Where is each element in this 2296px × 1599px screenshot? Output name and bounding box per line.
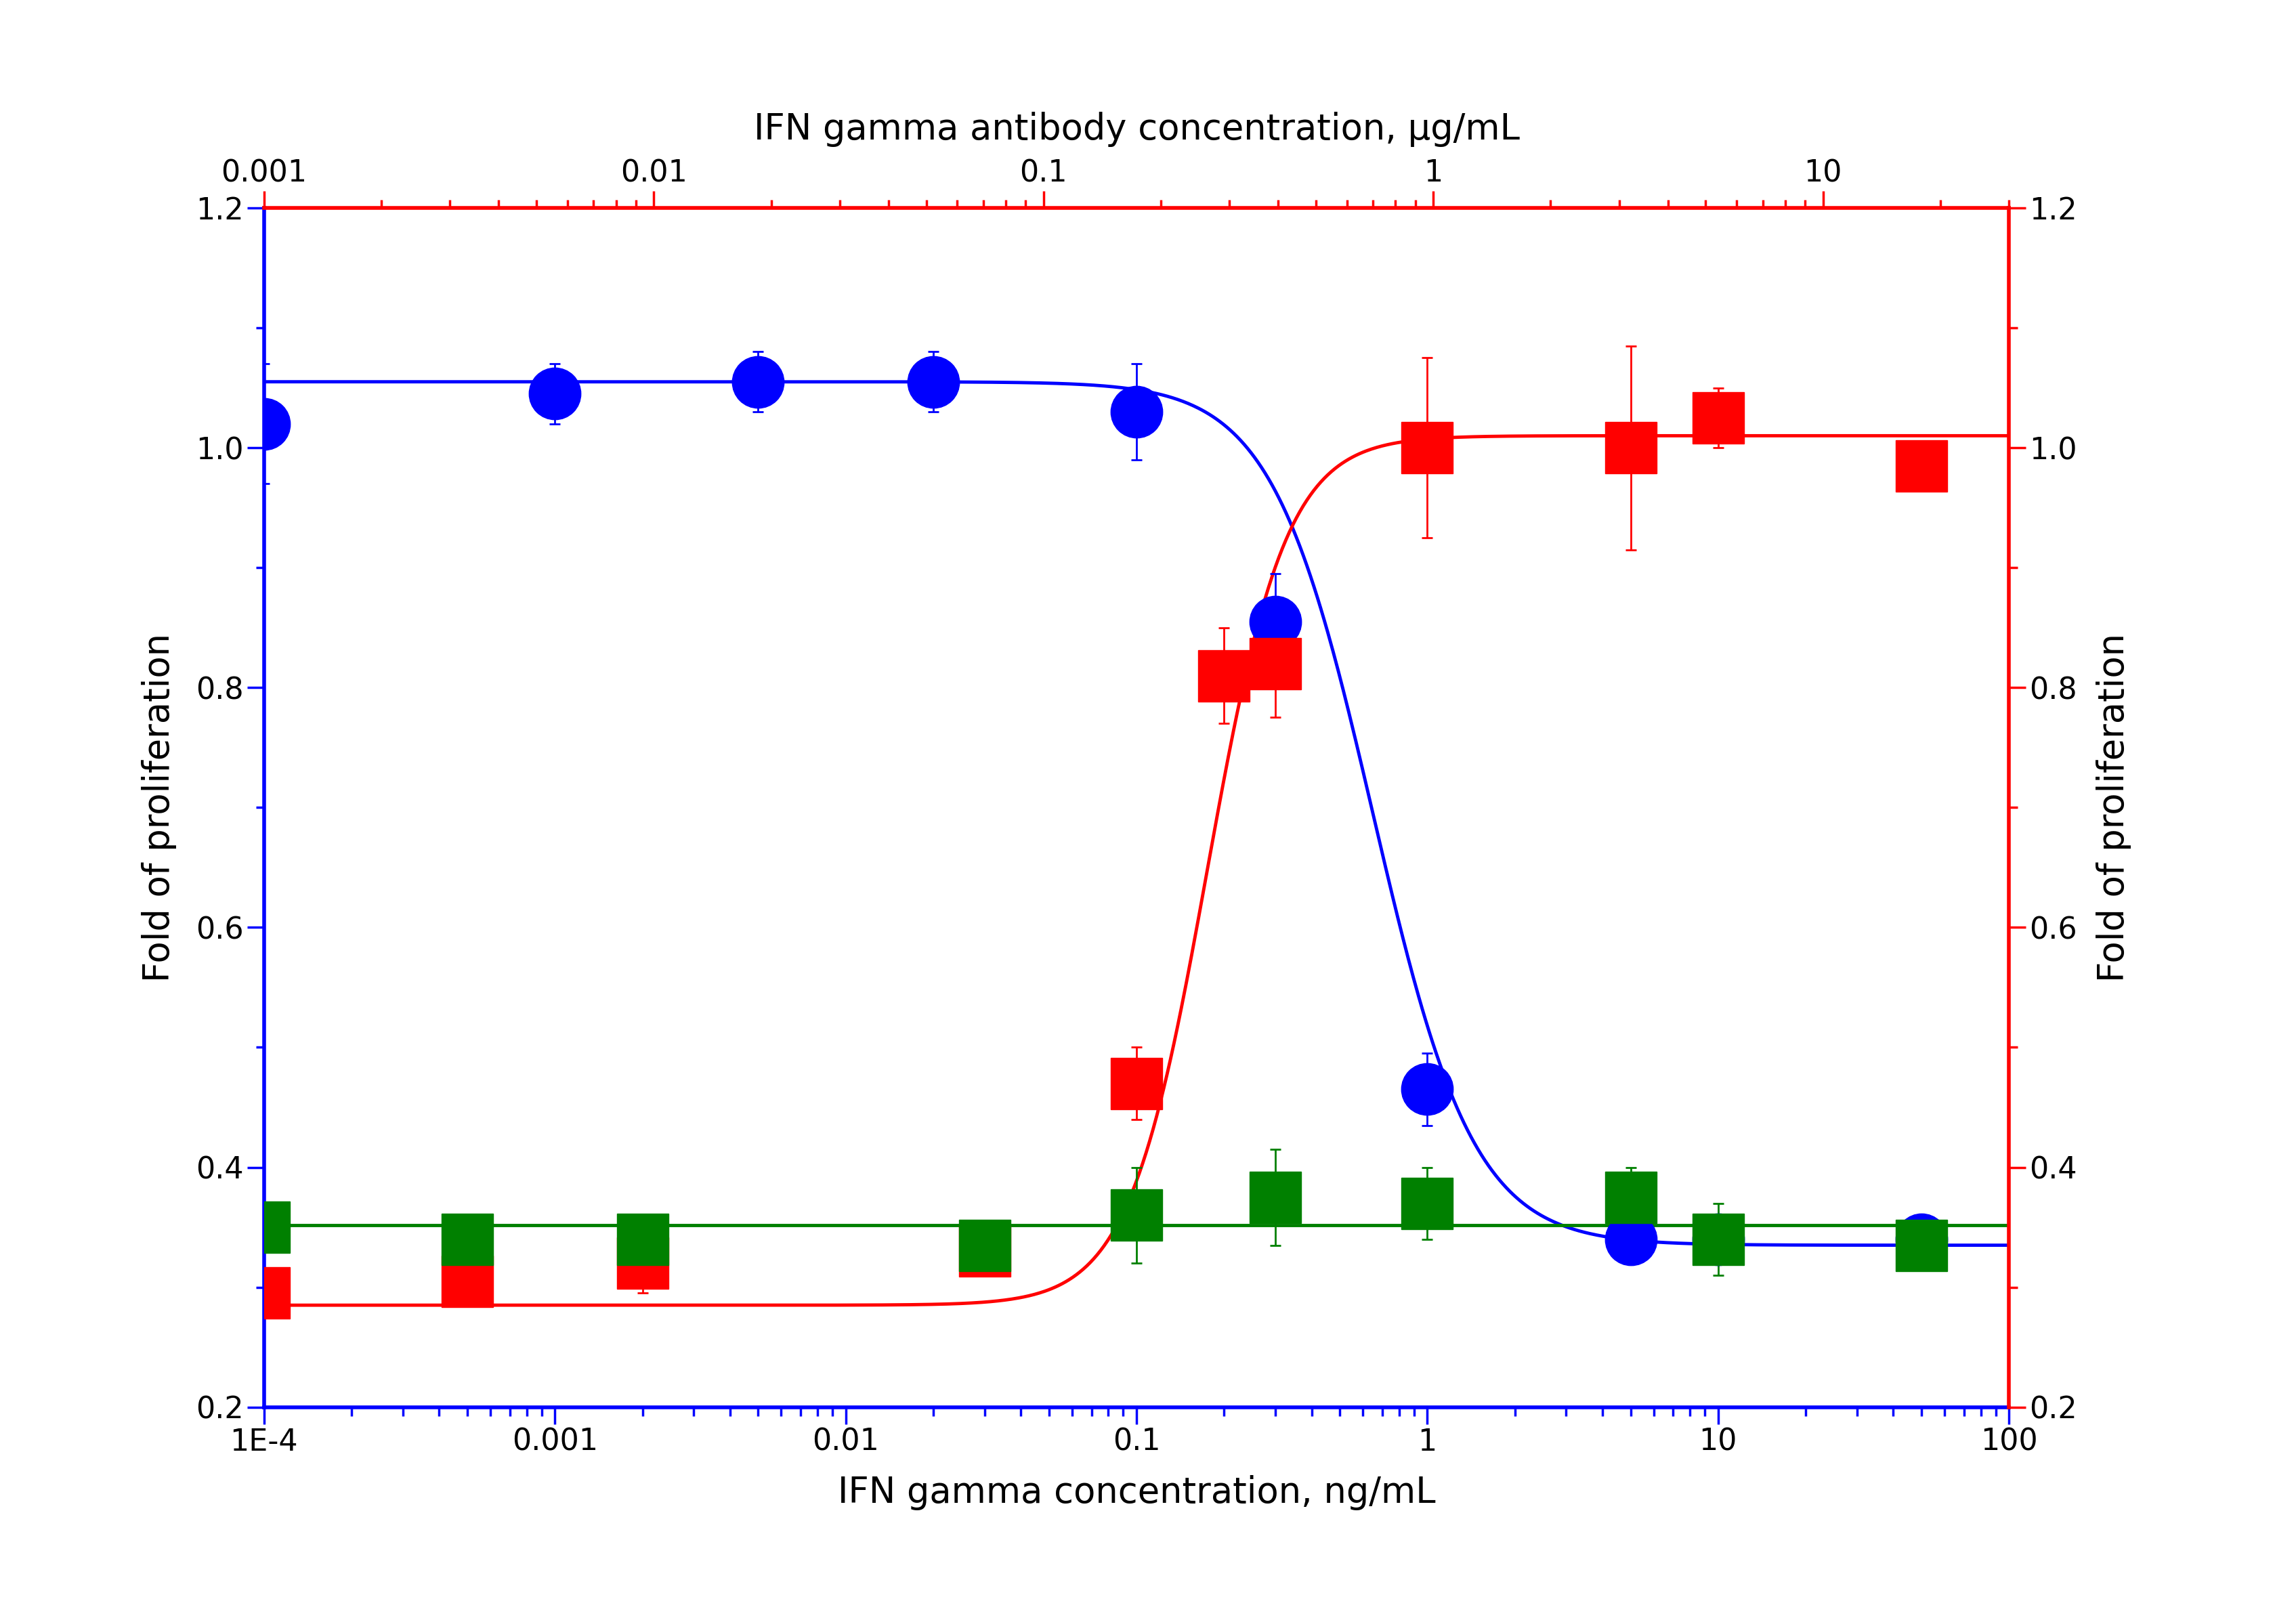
Y-axis label: Fold of proliferation: Fold of proliferation: [2096, 633, 2131, 982]
X-axis label: IFN gamma antibody concentration, μg/mL: IFN gamma antibody concentration, μg/mL: [753, 112, 1520, 147]
Y-axis label: Fold of proliferation: Fold of proliferation: [142, 633, 177, 982]
X-axis label: IFN gamma concentration, ng/mL: IFN gamma concentration, ng/mL: [838, 1476, 1435, 1511]
